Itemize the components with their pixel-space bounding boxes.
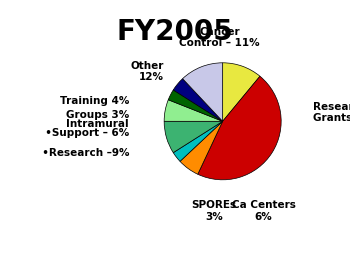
- Text: •Research –9%: •Research –9%: [35, 149, 129, 159]
- Wedge shape: [223, 63, 260, 121]
- Text: FY2005: FY2005: [117, 18, 233, 46]
- Text: SPOREs
3%: SPOREs 3%: [191, 200, 237, 222]
- Text: Ca Centers
6%: Ca Centers 6%: [232, 200, 295, 222]
- Wedge shape: [180, 121, 223, 174]
- Text: Groups 3%: Groups 3%: [66, 111, 129, 121]
- Text: Other
12%: Other 12%: [131, 61, 164, 82]
- Wedge shape: [164, 100, 223, 121]
- Text: Research Project
Grants – 46%: Research Project Grants – 46%: [313, 102, 350, 123]
- Text: Intramural: Intramural: [66, 119, 129, 129]
- Wedge shape: [198, 76, 281, 180]
- Wedge shape: [173, 79, 223, 121]
- Text: Training 4%: Training 4%: [60, 96, 129, 106]
- Text: •Support – 6%: •Support – 6%: [38, 128, 129, 138]
- Wedge shape: [183, 63, 223, 121]
- Wedge shape: [173, 121, 223, 161]
- Text: Cancer
Control – 11%: Cancer Control – 11%: [180, 26, 260, 48]
- Wedge shape: [168, 90, 223, 121]
- Wedge shape: [164, 121, 223, 153]
